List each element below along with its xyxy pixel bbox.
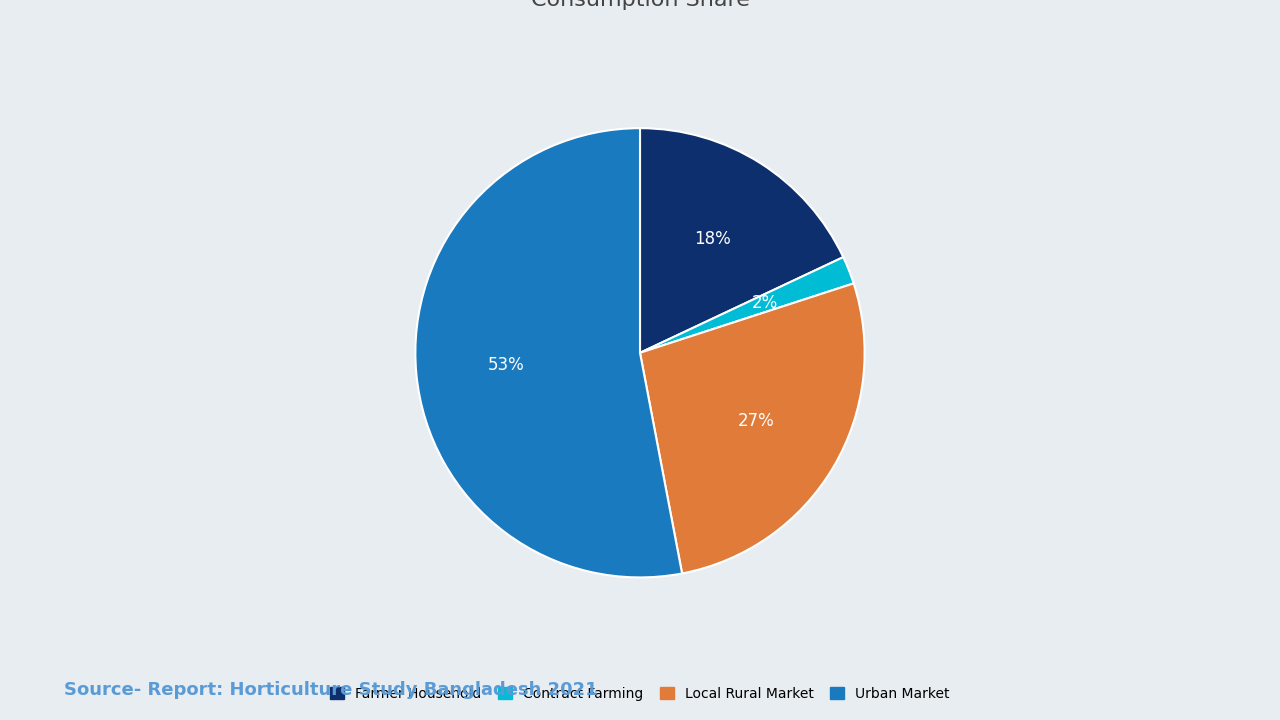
Text: 53%: 53%: [488, 356, 525, 374]
Wedge shape: [640, 284, 864, 573]
Wedge shape: [640, 257, 854, 353]
Text: 2%: 2%: [753, 294, 778, 312]
Wedge shape: [640, 128, 844, 353]
Wedge shape: [416, 128, 682, 577]
Legend: Farmer Household, Contract Farming, Local Rural Market, Urban Market: Farmer Household, Contract Farming, Loca…: [323, 680, 957, 708]
Title: Consumption Share: Consumption Share: [531, 0, 749, 10]
Text: 18%: 18%: [694, 230, 731, 248]
Text: Source- Report: Horticulture Study Bangladesh 2021: Source- Report: Horticulture Study Bangl…: [64, 681, 598, 699]
Text: 27%: 27%: [737, 413, 774, 431]
